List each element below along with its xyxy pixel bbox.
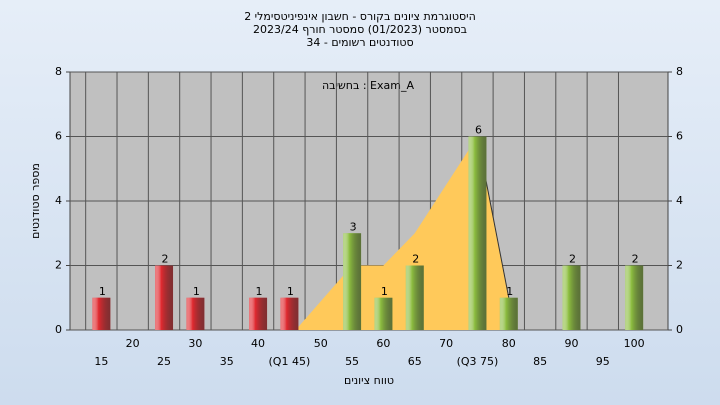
x-axis-label: טווח ציונים [344, 374, 394, 387]
y-tick-label: 0 [55, 323, 62, 336]
x-tick-label: 15 [94, 355, 108, 368]
data-label: 1 [256, 285, 263, 298]
bar-shade [499, 297, 518, 330]
y2-tick-label: 2 [676, 259, 683, 272]
y-tick-label: 2 [55, 259, 62, 272]
bar-shade [625, 265, 644, 330]
x-tick-label: 30 [188, 337, 202, 350]
x-tick-label: 90 [564, 337, 578, 350]
y-tick-label: 6 [55, 130, 62, 143]
x-tick-label: 60 [376, 337, 390, 350]
chart-subtitle: בסמסטר (01/2023) סמסטר חורף 2023/24 [253, 23, 467, 36]
bar-shade [468, 136, 487, 330]
bar-shade [374, 297, 393, 330]
bar-shade [249, 297, 268, 330]
x-tick-label: (Q3 75) [457, 355, 499, 368]
bar-shade [562, 265, 581, 330]
y2-tick-label: 4 [676, 194, 683, 207]
x-tick-label: 40 [251, 337, 265, 350]
bar-shade [186, 297, 205, 330]
bar-shade [280, 297, 299, 330]
x-tick-label: 20 [126, 337, 140, 350]
data-label: 2 [569, 253, 576, 266]
data-label: 1 [506, 285, 513, 298]
chart-subtitle: סטודנטים רשומים - 34 [306, 36, 413, 49]
x-tick-label: 100 [624, 337, 645, 350]
bar-shade [343, 233, 362, 330]
y-tick-label: 8 [55, 65, 62, 78]
data-label: 6 [475, 124, 482, 137]
data-label: 3 [350, 220, 357, 233]
data-label: 2 [632, 253, 639, 266]
x-tick-label: 95 [596, 355, 610, 368]
x-tick-label: 55 [345, 355, 359, 368]
x-tick-label: 35 [220, 355, 234, 368]
y2-tick-label: 0 [676, 323, 683, 336]
y-tick-label: 4 [55, 194, 62, 207]
x-tick-label: (Q1 45) [269, 355, 311, 368]
y2-tick-label: 6 [676, 130, 683, 143]
bar-shade [92, 297, 111, 330]
y-axis-label: מספר סטודנטים [29, 163, 42, 239]
x-tick-label: 80 [502, 337, 516, 350]
data-label: 2 [162, 253, 169, 266]
data-label: 1 [99, 285, 106, 298]
bar-shade [405, 265, 424, 330]
x-tick-label: 25 [157, 355, 171, 368]
x-tick-label: 70 [439, 337, 453, 350]
bar-shade [155, 265, 174, 330]
data-label: 1 [381, 285, 388, 298]
data-label: 1 [193, 285, 200, 298]
y2-tick-label: 8 [676, 65, 683, 78]
x-tick-label: 65 [408, 355, 422, 368]
data-label: 1 [287, 285, 294, 298]
data-label: 2 [412, 253, 419, 266]
x-tick-label: 50 [314, 337, 328, 350]
x-tick-label: 85 [533, 355, 547, 368]
chart-title: היסטוגרמת ציונים בקורס - חשבון אינפיניטס… [244, 10, 476, 23]
